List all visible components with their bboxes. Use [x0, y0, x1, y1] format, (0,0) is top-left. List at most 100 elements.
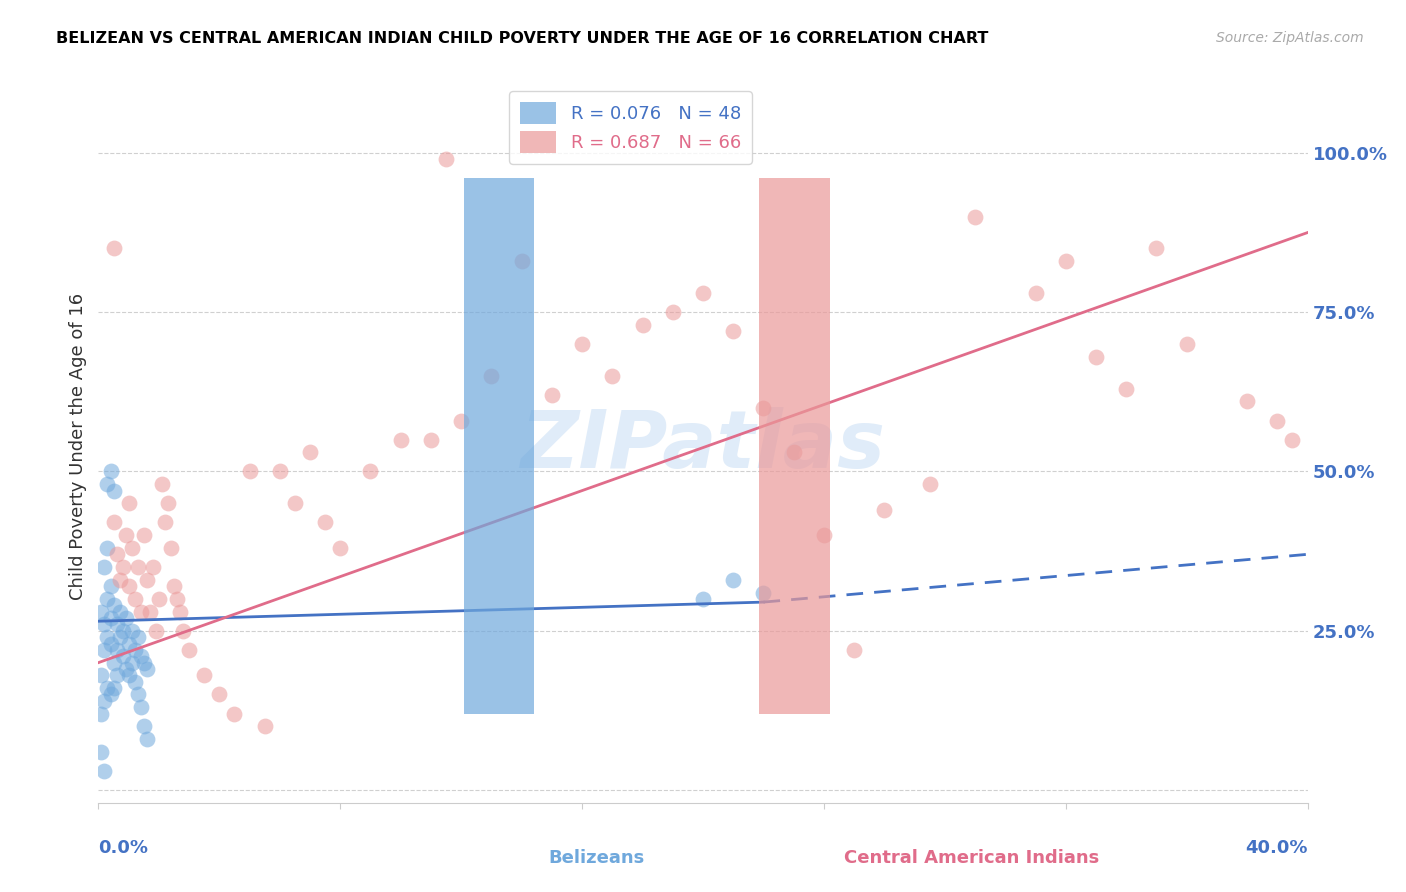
- Point: [208, 688, 231, 702]
- Point: [224, 706, 246, 721]
- Point: [129, 700, 152, 714]
- Point: [1236, 394, 1258, 409]
- Point: [127, 688, 149, 702]
- Text: BELIZEAN VS CENTRAL AMERICAN INDIAN CHILD POVERTY UNDER THE AGE OF 16 CORRELATIO: BELIZEAN VS CENTRAL AMERICAN INDIAN CHIL…: [56, 31, 988, 46]
- Point: [150, 477, 173, 491]
- Point: [139, 605, 162, 619]
- Point: [105, 547, 128, 561]
- Point: [100, 688, 122, 702]
- Point: [111, 624, 134, 638]
- Point: [111, 649, 134, 664]
- Point: [121, 624, 143, 638]
- Point: [135, 662, 157, 676]
- Point: [96, 477, 118, 491]
- Point: [145, 624, 167, 638]
- Point: [813, 528, 835, 542]
- Point: [103, 656, 125, 670]
- Text: ZIPatlas: ZIPatlas: [520, 407, 886, 485]
- Point: [127, 560, 149, 574]
- Point: [96, 591, 118, 606]
- Point: [1267, 413, 1289, 427]
- Point: [1054, 254, 1077, 268]
- Point: [108, 573, 131, 587]
- Point: [114, 662, 136, 676]
- Point: [163, 579, 186, 593]
- Point: [100, 465, 122, 479]
- Point: [118, 579, 141, 593]
- Point: [114, 611, 136, 625]
- Point: [360, 465, 382, 479]
- Point: [105, 643, 128, 657]
- Legend: R = 0.076   N = 48, R = 0.687   N = 66: R = 0.076 N = 48, R = 0.687 N = 66: [509, 91, 752, 164]
- Point: [93, 764, 115, 778]
- Point: [132, 656, 155, 670]
- Point: [166, 591, 188, 606]
- Point: [93, 617, 115, 632]
- Point: [1024, 286, 1046, 301]
- Text: Source: ZipAtlas.com: Source: ZipAtlas.com: [1216, 31, 1364, 45]
- Point: [93, 694, 115, 708]
- Point: [723, 573, 745, 587]
- Point: [105, 668, 128, 682]
- Point: [105, 617, 128, 632]
- Point: [172, 624, 194, 638]
- Point: [723, 324, 745, 338]
- Point: [96, 541, 118, 555]
- Point: [692, 591, 714, 606]
- Point: [90, 605, 112, 619]
- Point: [114, 528, 136, 542]
- Point: [160, 541, 183, 555]
- Point: [193, 668, 215, 682]
- Text: 40.0%: 40.0%: [1246, 838, 1308, 856]
- Point: [179, 643, 201, 657]
- Point: [329, 541, 352, 555]
- Point: [132, 719, 155, 733]
- Point: [510, 254, 533, 268]
- Point: [118, 668, 141, 682]
- Point: [420, 433, 443, 447]
- Point: [156, 496, 179, 510]
- Point: [1281, 433, 1303, 447]
- Point: [90, 745, 112, 759]
- Point: [90, 668, 112, 682]
- Point: [965, 210, 987, 224]
- Point: [100, 611, 122, 625]
- Point: [93, 560, 115, 574]
- Point: [108, 605, 131, 619]
- Point: [314, 516, 336, 530]
- Point: [389, 433, 412, 447]
- Point: [135, 573, 157, 587]
- Point: [142, 560, 165, 574]
- Point: [239, 465, 262, 479]
- Point: [752, 585, 775, 599]
- Point: [93, 643, 115, 657]
- Point: [1115, 382, 1137, 396]
- Point: [121, 656, 143, 670]
- Point: [844, 643, 866, 657]
- Point: [103, 681, 125, 695]
- Text: Belizeans: Belizeans: [548, 849, 644, 867]
- Point: [108, 630, 131, 644]
- Point: [269, 465, 291, 479]
- Text: Central American Indians: Central American Indians: [844, 849, 1099, 867]
- Point: [540, 388, 562, 402]
- Point: [96, 630, 118, 644]
- Point: [100, 636, 122, 650]
- Point: [284, 496, 307, 510]
- Point: [692, 286, 714, 301]
- Y-axis label: Child Poverty Under the Age of 16: Child Poverty Under the Age of 16: [69, 293, 87, 599]
- Point: [103, 516, 125, 530]
- Point: [631, 318, 654, 332]
- Point: [121, 541, 143, 555]
- Point: [148, 591, 170, 606]
- Point: [873, 502, 896, 516]
- Point: [100, 579, 122, 593]
- Point: [918, 477, 941, 491]
- Point: [103, 599, 125, 613]
- Point: [135, 732, 157, 747]
- Point: [129, 605, 152, 619]
- Point: [169, 605, 191, 619]
- Point: [153, 516, 176, 530]
- Point: [1175, 337, 1198, 351]
- Point: [103, 483, 125, 498]
